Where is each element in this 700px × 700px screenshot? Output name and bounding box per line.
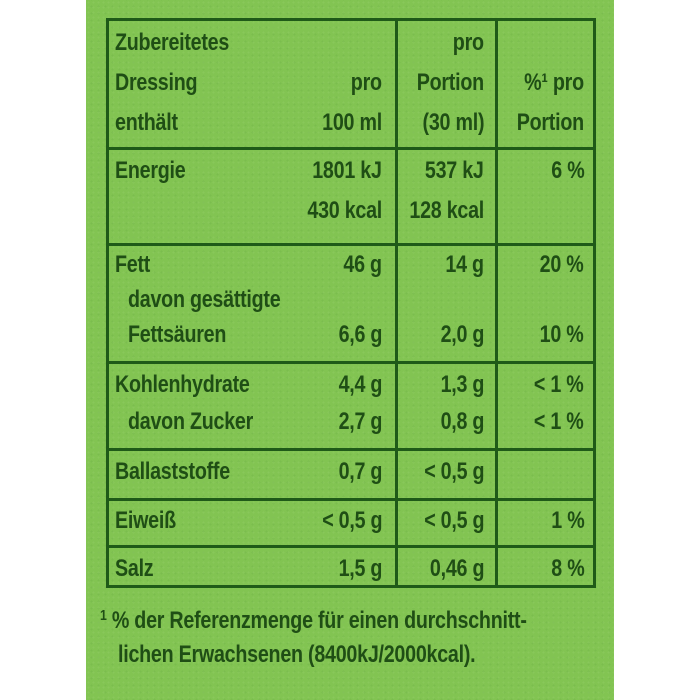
label-background xyxy=(86,0,614,700)
energie-percent: 6 % xyxy=(550,157,584,184)
fett-percent: 20 % xyxy=(540,251,584,278)
ballaststoffe-portion: < 0,5 g xyxy=(423,458,484,485)
eiweiss-per100: < 0,5 g xyxy=(321,507,382,534)
gesaettigt-per100: 6,6 g xyxy=(338,321,382,348)
salz-percent: 8 % xyxy=(550,555,584,582)
energie-portion-kj: 537 kJ xyxy=(425,157,484,184)
zucker-per100: 2,7 g xyxy=(338,408,382,435)
row-label-fett: Fett xyxy=(115,251,151,278)
header-per100: pro xyxy=(351,69,382,96)
row-divider xyxy=(109,448,593,451)
row-label-ballaststoffe: Ballaststoffe xyxy=(115,458,230,485)
salz-portion: 0,46 g xyxy=(429,555,485,582)
zucker-percent: < 1 % xyxy=(534,408,584,435)
fett-per100: 46 g xyxy=(343,251,383,278)
nutrition-table xyxy=(106,18,596,588)
row-label-fettsaeuren: Fettsäuren xyxy=(128,321,227,348)
row-label-energie: Energie xyxy=(115,157,186,184)
ballaststoffe-per100: 0,7 g xyxy=(338,458,382,485)
footnote-line2: lichen Erwachsenen (8400kJ/2000kcal). xyxy=(118,641,476,668)
footnote-marker: 1 xyxy=(100,607,107,624)
column-divider xyxy=(495,21,498,585)
header-per100: 100 ml xyxy=(322,109,382,136)
header-portion: (30 ml) xyxy=(422,109,484,136)
energie-per100-kj: 1801 kJ xyxy=(312,157,383,184)
row-divider xyxy=(109,361,593,364)
eiweiss-portion: < 0,5 g xyxy=(423,507,484,534)
header-portion: pro xyxy=(453,29,484,56)
row-label-salz: Salz xyxy=(115,555,154,582)
header-label: Zubereitetes xyxy=(115,29,230,56)
kohlenhydrate-percent: < 1 % xyxy=(534,371,584,398)
row-divider xyxy=(109,498,593,501)
footnote-line1: 1 % der Referenzmenge für einen durchsch… xyxy=(100,606,527,639)
header-percent: %¹ pro xyxy=(524,69,584,96)
row-label-gesaettigt: davon gesättigte xyxy=(128,286,281,313)
header-percent: Portion xyxy=(516,109,584,136)
footnote-text1: % der Referenzmenge für einen durchschni… xyxy=(111,607,527,634)
energie-portion-kcal: 128 kcal xyxy=(409,197,484,224)
kohlenhydrate-portion: 1,3 g xyxy=(440,371,484,398)
eiweiss-percent: 1 % xyxy=(550,507,584,534)
gesaettigt-portion: 2,0 g xyxy=(440,321,484,348)
energie-per100-kcal: 430 kcal xyxy=(307,197,382,224)
row-label-zucker: davon Zucker xyxy=(128,408,254,435)
salz-per100: 1,5 g xyxy=(338,555,382,582)
column-divider xyxy=(395,21,398,585)
row-label-kohlenhydrate: Kohlenhydrate xyxy=(115,371,250,398)
row-divider xyxy=(109,147,593,150)
row-divider xyxy=(109,243,593,246)
header-label: enthält xyxy=(115,109,178,136)
fett-portion: 14 g xyxy=(445,251,485,278)
header-label: Dressing xyxy=(115,69,198,96)
zucker-portion: 0,8 g xyxy=(440,408,484,435)
kohlenhydrate-per100: 4,4 g xyxy=(338,371,382,398)
row-label-eiweiss: Eiweiß xyxy=(115,507,176,534)
row-divider xyxy=(109,545,593,548)
header-portion: Portion xyxy=(416,69,484,96)
gesaettigt-percent: 10 % xyxy=(540,321,584,348)
